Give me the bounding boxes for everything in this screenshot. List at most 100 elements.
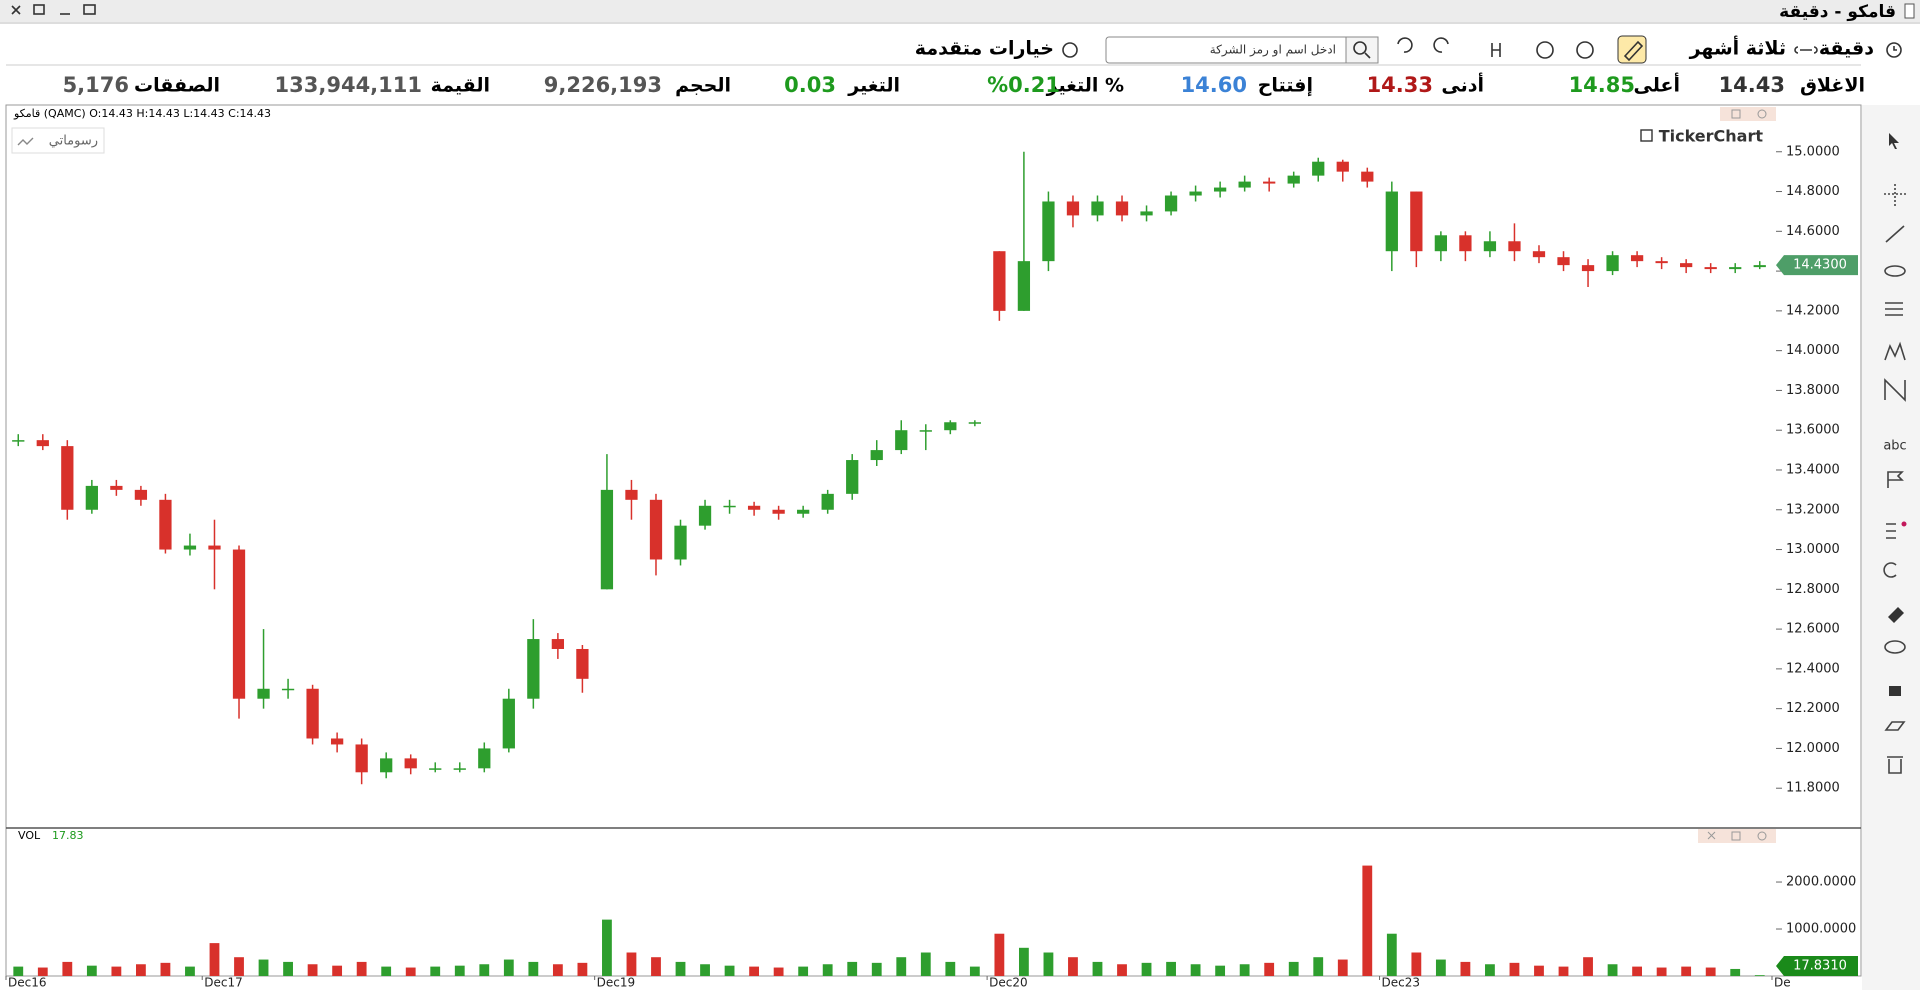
volume-bar: [160, 962, 171, 976]
candle-body: [306, 688, 319, 739]
x-tick-label: Dec17: [204, 976, 243, 990]
x-tick-label: Dec19: [597, 976, 636, 990]
volume-bar: [994, 933, 1005, 976]
volume-bar: [528, 961, 539, 976]
candle-body: [968, 422, 981, 424]
eraser-tool[interactable]: [1884, 721, 1906, 731]
candle-body: [1557, 257, 1570, 266]
candle-body: [1385, 191, 1398, 252]
candle-body: [747, 505, 761, 510]
y-tick-label: 13.0000: [1786, 542, 1840, 557]
candle-body: [1729, 267, 1742, 270]
candle-body: [1704, 267, 1717, 270]
window-controls[interactable]: [11, 4, 96, 15]
delete-tool[interactable]: [1887, 756, 1903, 774]
sidebar-tools: abc: [1883, 133, 1907, 774]
ellipse-tool[interactable]: [1884, 265, 1906, 277]
stat-label: القيمة: [431, 75, 490, 97]
candle-body: [502, 698, 515, 749]
tool-icon[interactable]: [1491, 43, 1501, 57]
pattern-tool[interactable]: [1884, 341, 1906, 361]
redo-icon[interactable]: [1433, 37, 1449, 53]
tool-icon[interactable]: [1576, 41, 1594, 59]
candle-body: [576, 648, 589, 679]
lock-tool[interactable]: [1889, 686, 1901, 696]
search-button[interactable]: [1345, 36, 1379, 64]
y-tick-label: 14.0000: [1786, 343, 1840, 358]
volume-bar: [234, 957, 244, 976]
y-tick-label: 1000.0000: [1786, 922, 1856, 937]
stat-value: 14.85: [1569, 73, 1635, 97]
stat-label: الاغلاق: [1800, 75, 1865, 97]
candle-body: [1606, 255, 1619, 272]
volume-bar: [602, 919, 612, 976]
crosshair-tool[interactable]: [1884, 184, 1906, 206]
candle-body: [380, 758, 393, 773]
volume-bar: [1656, 967, 1667, 976]
volume-bar: [1509, 962, 1520, 976]
candle-body: [846, 460, 859, 494]
fib-tool[interactable]: [1885, 302, 1903, 316]
volume-bar: [332, 965, 343, 976]
volume-bar: [577, 962, 588, 976]
volume-bar: [1288, 961, 1299, 976]
candle-body: [1091, 201, 1104, 216]
candle-body: [1434, 235, 1448, 252]
list-tool[interactable]: [1886, 523, 1896, 539]
volume-bar: [1239, 964, 1250, 976]
volume-bar: [847, 961, 858, 976]
brush-tool[interactable]: [1888, 607, 1904, 623]
interval[interactable]: دقيقة: [1819, 38, 1874, 60]
volume-bar: [135, 964, 146, 976]
pane-maximize[interactable]: [1731, 109, 1741, 119]
tool-icon[interactable]: [1536, 41, 1554, 59]
candle-body: [1655, 261, 1668, 264]
window-checkbox[interactable]: [1904, 3, 1915, 19]
pane-settings[interactable]: [1757, 831, 1767, 841]
candle-body: [772, 509, 785, 514]
candle-body: [895, 430, 908, 451]
y-tick-label: 12.2000: [1786, 701, 1840, 716]
candle-body: [1532, 251, 1546, 258]
candle-body: [527, 639, 540, 699]
advanced-options[interactable]: خيارات متقدمة: [915, 38, 1054, 60]
drawings-button[interactable]: [11, 127, 105, 154]
pane-close[interactable]: [1707, 831, 1716, 840]
volume-bar: [185, 966, 195, 976]
candle-body: [944, 422, 957, 431]
close-button[interactable]: [11, 5, 21, 15]
text-tool[interactable]: abc: [1883, 439, 1906, 454]
volume-bar: [1411, 952, 1422, 976]
volume-bar: [454, 965, 465, 976]
pointer-tool[interactable]: [1889, 133, 1899, 149]
undo-icon[interactable]: [1397, 37, 1413, 53]
stat-value: 5,176: [63, 73, 129, 97]
pane-settings[interactable]: [1757, 109, 1767, 119]
volume-bar: [356, 961, 367, 976]
pane-maximize[interactable]: [1731, 831, 1741, 841]
volume-bar: [283, 961, 293, 976]
volume-bar: [700, 964, 710, 976]
hide-tool[interactable]: [1884, 640, 1906, 654]
stat-label: أعلى: [1634, 73, 1680, 97]
volume-bar: [969, 966, 980, 976]
line-tool[interactable]: [1885, 225, 1905, 243]
maximize-button[interactable]: [83, 4, 96, 15]
period[interactable]: ثلاثة أشهر: [1689, 36, 1786, 60]
wave-tool[interactable]: [1884, 378, 1906, 402]
volume-bar: [1583, 957, 1593, 976]
y-tick-label: 14.8000: [1786, 184, 1840, 199]
candle-body: [1213, 187, 1227, 192]
restore-button[interactable]: [33, 4, 45, 15]
last-value-tag: [1776, 255, 1858, 276]
flag-tool[interactable]: [1887, 471, 1904, 488]
clear-tool[interactable]: [1883, 562, 1897, 578]
volume-bar: [675, 961, 686, 976]
y-tick-label: 14.6000: [1786, 224, 1840, 239]
volume-bar: [1313, 957, 1324, 976]
volume-name: VOL: [18, 829, 41, 842]
y-tick-label: 12.8000: [1786, 582, 1840, 597]
clock-icon: [1886, 42, 1902, 58]
